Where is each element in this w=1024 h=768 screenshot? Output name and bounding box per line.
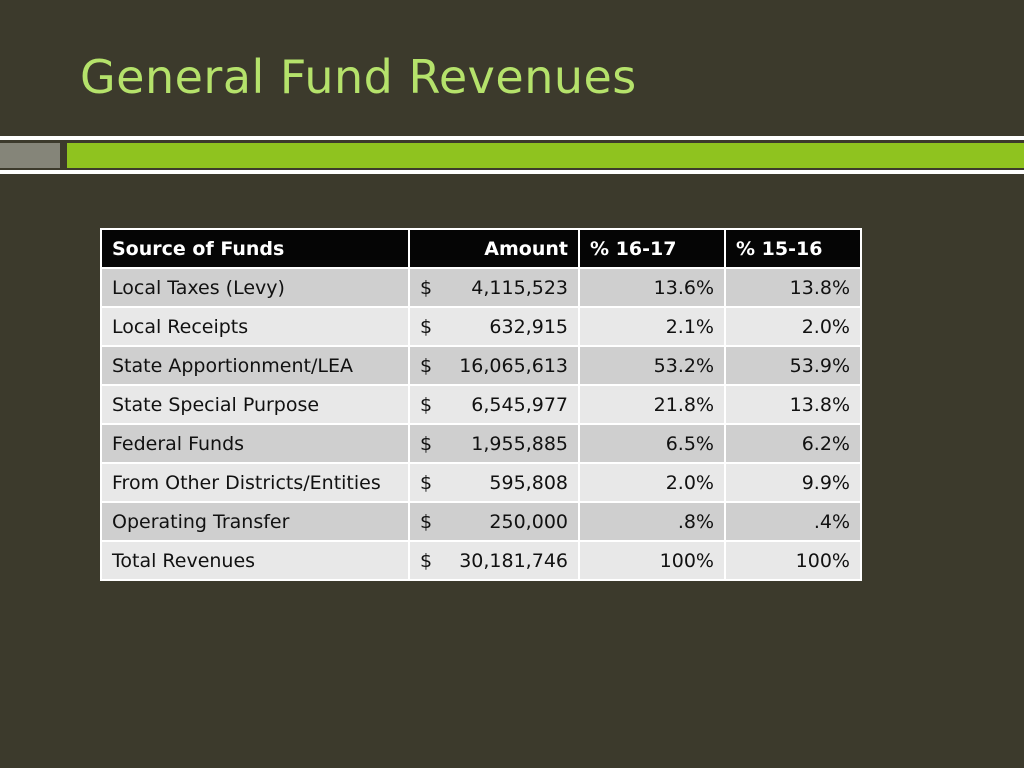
amount-value: 6,545,977	[471, 393, 568, 416]
table-row: Federal Funds $1,955,885 6.5% 6.2%	[100, 423, 862, 464]
currency-symbol: $	[420, 549, 433, 572]
amount-value: 1,955,885	[471, 432, 568, 455]
table-header-row: Source of Funds Amount % 16-17 % 15-16	[100, 228, 862, 269]
table-row: Local Receipts $632,915 2.1% 2.0%	[100, 306, 862, 347]
cell-amount: $30,181,746	[408, 540, 580, 581]
table-body: Local Taxes (Levy) $4,115,523 13.6% 13.8…	[100, 267, 862, 581]
divider-bottom	[0, 170, 1024, 174]
amount-value: 4,115,523	[471, 276, 568, 299]
cell-pct-16-17: 100%	[578, 540, 726, 581]
currency-symbol: $	[420, 393, 433, 416]
cell-amount: $4,115,523	[408, 267, 580, 308]
cell-amount: $595,808	[408, 462, 580, 503]
slide-title: General Fund Revenues	[80, 50, 637, 104]
cell-pct-15-16: 6.2%	[724, 423, 862, 464]
cell-amount: $250,000	[408, 501, 580, 542]
cell-source: State Special Purpose	[100, 384, 410, 425]
cell-amount: $1,955,885	[408, 423, 580, 464]
cell-source: Federal Funds	[100, 423, 410, 464]
divider-top	[0, 136, 1024, 140]
cell-pct-16-17: 53.2%	[578, 345, 726, 386]
cell-pct-16-17: 2.1%	[578, 306, 726, 347]
amount-value: 30,181,746	[459, 549, 568, 572]
cell-source: State Apportionment/LEA	[100, 345, 410, 386]
cell-pct-15-16: 100%	[724, 540, 862, 581]
cell-pct-15-16: .4%	[724, 501, 862, 542]
revenue-table: Source of Funds Amount % 16-17 % 15-16 L…	[100, 228, 862, 581]
cell-pct-16-17: 21.8%	[578, 384, 726, 425]
accent-box	[0, 143, 60, 168]
cell-pct-16-17: 6.5%	[578, 423, 726, 464]
currency-symbol: $	[420, 510, 433, 533]
cell-amount: $6,545,977	[408, 384, 580, 425]
header-pct-15-16: % 15-16	[724, 228, 862, 269]
amount-value: 595,808	[489, 471, 568, 494]
cell-pct-16-17: 2.0%	[578, 462, 726, 503]
cell-pct-15-16: 2.0%	[724, 306, 862, 347]
cell-amount: $632,915	[408, 306, 580, 347]
cell-pct-16-17: 13.6%	[578, 267, 726, 308]
cell-pct-15-16: 9.9%	[724, 462, 862, 503]
table-row: From Other Districts/Entities $595,808 2…	[100, 462, 862, 503]
table-row-total: Total Revenues $30,181,746 100% 100%	[100, 540, 862, 581]
header-source: Source of Funds	[100, 228, 410, 269]
cell-amount: $16,065,613	[408, 345, 580, 386]
cell-pct-15-16: 13.8%	[724, 384, 862, 425]
cell-source: Local Receipts	[100, 306, 410, 347]
table-row: Local Taxes (Levy) $4,115,523 13.6% 13.8…	[100, 267, 862, 308]
cell-source: Local Taxes (Levy)	[100, 267, 410, 308]
table-row: State Apportionment/LEA $16,065,613 53.2…	[100, 345, 862, 386]
currency-symbol: $	[420, 471, 433, 494]
cell-source: Total Revenues	[100, 540, 410, 581]
cell-pct-15-16: 53.9%	[724, 345, 862, 386]
table-row: State Special Purpose $6,545,977 21.8% 1…	[100, 384, 862, 425]
table-row: Operating Transfer $250,000 .8% .4%	[100, 501, 862, 542]
currency-symbol: $	[420, 432, 433, 455]
cell-pct-16-17: .8%	[578, 501, 726, 542]
cell-source: Operating Transfer	[100, 501, 410, 542]
revenue-table-container: Source of Funds Amount % 16-17 % 15-16 L…	[100, 228, 862, 581]
header-pct-16-17: % 16-17	[578, 228, 726, 269]
currency-symbol: $	[420, 354, 433, 377]
amount-value: 632,915	[489, 315, 568, 338]
cell-pct-15-16: 13.8%	[724, 267, 862, 308]
currency-symbol: $	[420, 276, 433, 299]
cell-source: From Other Districts/Entities	[100, 462, 410, 503]
amount-value: 16,065,613	[459, 354, 568, 377]
header-amount: Amount	[408, 228, 580, 269]
accent-bar	[67, 143, 1024, 168]
currency-symbol: $	[420, 315, 433, 338]
amount-value: 250,000	[489, 510, 568, 533]
